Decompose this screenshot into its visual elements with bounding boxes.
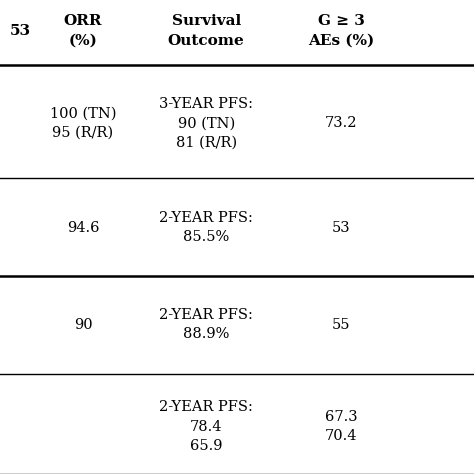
Text: 2-YEAR PFS:
78.4
65.9: 2-YEAR PFS: 78.4 65.9 [159,400,253,453]
Text: 94.6: 94.6 [67,220,99,235]
Text: 55: 55 [332,318,351,332]
Text: G ≥ 3
AEs (%): G ≥ 3 AEs (%) [308,14,374,47]
Text: 90: 90 [73,318,92,332]
Text: Survival
Outcome: Survival Outcome [168,14,245,47]
Text: 2-YEAR PFS:
88.9%: 2-YEAR PFS: 88.9% [159,308,253,341]
Text: 67.3
70.4: 67.3 70.4 [325,410,357,443]
Text: 73.2: 73.2 [325,116,357,130]
Text: 3-YEAR PFS:
90 (TN)
81 (R/R): 3-YEAR PFS: 90 (TN) 81 (R/R) [159,97,253,150]
Text: ORR
(%): ORR (%) [64,14,102,47]
Text: 100 (TN)
95 (R/R): 100 (TN) 95 (R/R) [50,107,116,140]
Text: 53: 53 [332,220,351,235]
Text: 53: 53 [9,24,31,38]
Text: 2-YEAR PFS:
85.5%: 2-YEAR PFS: 85.5% [159,211,253,244]
